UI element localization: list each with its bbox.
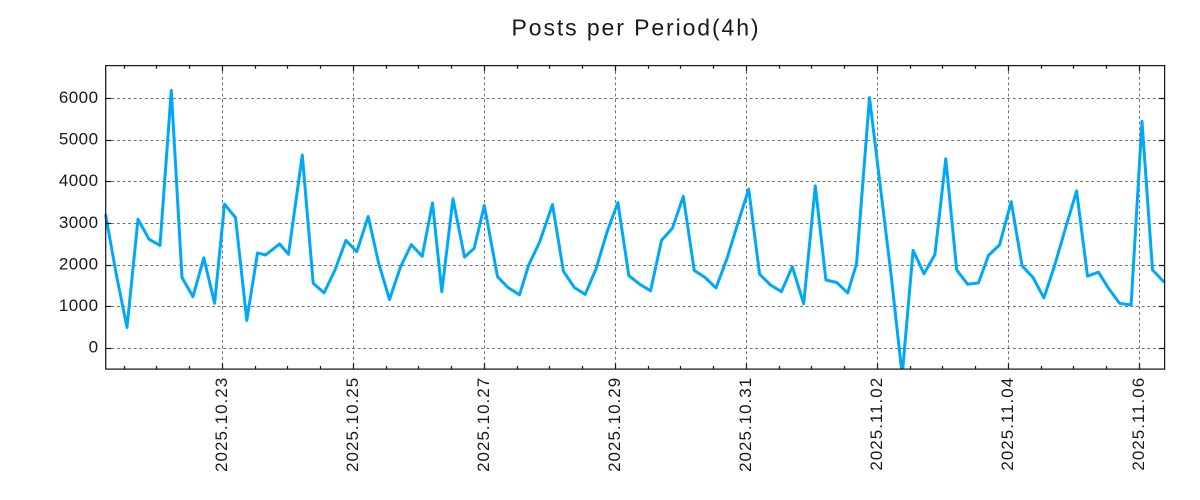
svg-text:2025.11.04: 2025.11.04 xyxy=(998,377,1017,471)
svg-text:0: 0 xyxy=(89,338,99,357)
svg-text:2025.10.31: 2025.10.31 xyxy=(736,377,755,472)
svg-text:2025.11.06: 2025.11.06 xyxy=(1129,377,1148,471)
svg-text:3000: 3000 xyxy=(59,213,99,232)
svg-text:4000: 4000 xyxy=(59,171,99,190)
svg-text:2025.11.02: 2025.11.02 xyxy=(867,377,886,471)
svg-text:1000: 1000 xyxy=(59,296,99,315)
svg-text:2000: 2000 xyxy=(59,254,99,273)
svg-text:Posts per Period(4h): Posts per Period(4h) xyxy=(512,15,761,41)
svg-text:2025.10.25: 2025.10.25 xyxy=(343,377,362,472)
svg-text:2025.10.29: 2025.10.29 xyxy=(605,377,624,472)
svg-text:5000: 5000 xyxy=(59,130,99,149)
svg-text:2025.10.27: 2025.10.27 xyxy=(474,377,493,472)
svg-text:2025.10.23: 2025.10.23 xyxy=(212,377,231,472)
svg-text:6000: 6000 xyxy=(59,88,99,107)
